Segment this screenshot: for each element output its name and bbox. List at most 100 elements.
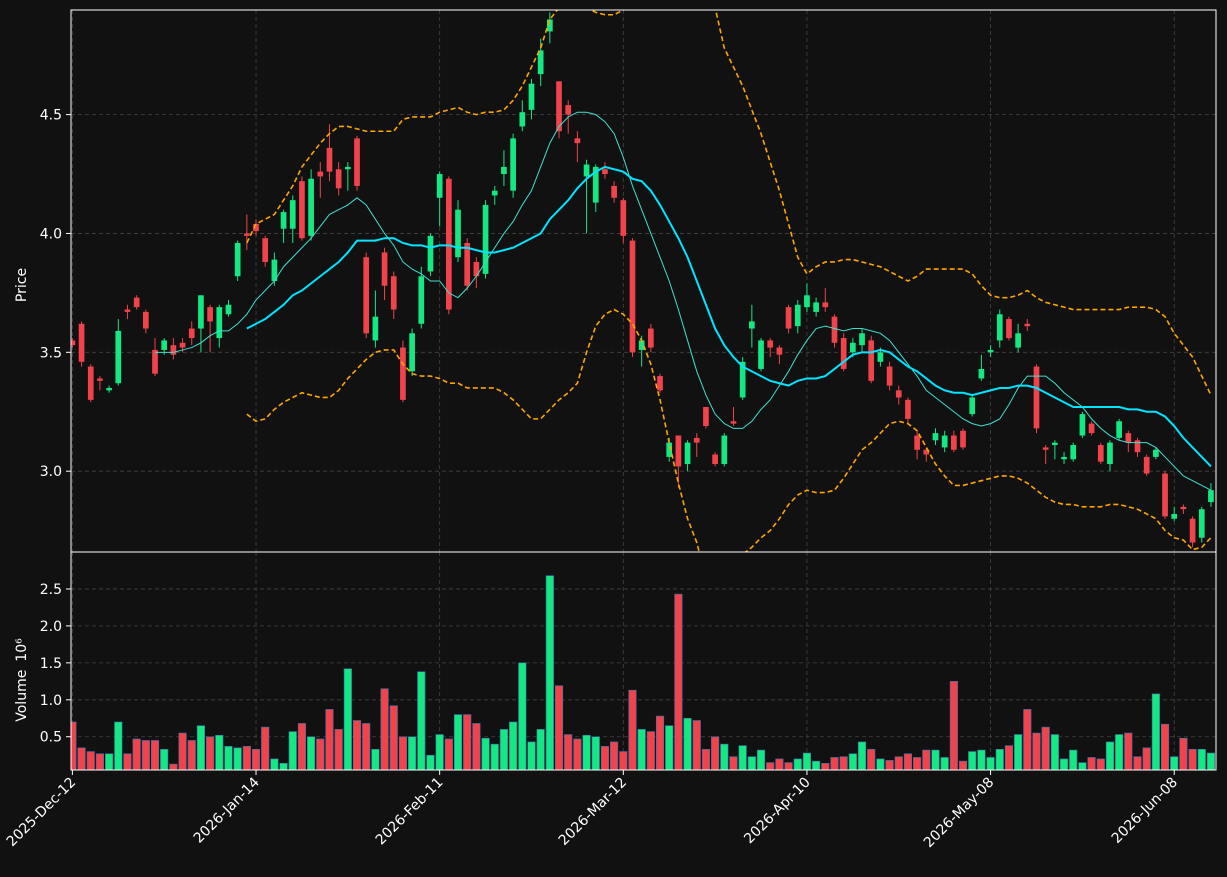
volume-bar [977, 749, 986, 770]
volume-bar [949, 681, 958, 770]
volume-bar [95, 753, 104, 770]
volume-bar [1078, 762, 1087, 770]
volume-bar [857, 741, 867, 770]
candle-body [1024, 323, 1031, 327]
volume-bar [1050, 734, 1059, 770]
candle-body [372, 316, 379, 341]
candle-body [216, 307, 223, 339]
volume-bar [610, 741, 619, 770]
volume-bar [986, 757, 995, 770]
candle-body [519, 112, 526, 127]
candle-body [739, 361, 746, 398]
candle-body [1116, 421, 1122, 438]
candle-body [78, 323, 85, 362]
candle-body [289, 200, 296, 229]
x-tick-label: 2026-Feb-11 [373, 775, 447, 849]
candle-body [877, 352, 884, 362]
candle-body [400, 347, 406, 400]
volume-bar [1105, 741, 1115, 770]
candle-body [1134, 440, 1141, 453]
volume-bar [1197, 749, 1206, 770]
volume-bar [261, 726, 270, 770]
price-plot [71, 10, 1214, 552]
y-tick-label: 1.5 [40, 656, 62, 672]
candle-body [491, 190, 498, 196]
candle-body [243, 233, 250, 236]
candle-body [749, 321, 755, 329]
volume-bar [674, 593, 683, 770]
volume-bar [380, 688, 389, 770]
candle-body [932, 433, 939, 441]
candle-body [712, 454, 718, 465]
volume-bar [903, 753, 913, 770]
x-tick-label: 2026-Jan-14 [191, 774, 263, 846]
volume-bar [766, 762, 775, 770]
candle-body [1052, 442, 1058, 446]
grid-layer [71, 10, 1216, 770]
volume-bar [490, 743, 499, 770]
volume-bar [931, 749, 940, 770]
candle-body [1033, 366, 1040, 429]
volume-bar [1023, 709, 1032, 770]
candle-body [721, 435, 728, 465]
candle-body [299, 181, 305, 239]
candle-body [317, 171, 324, 177]
candle-body [308, 178, 314, 236]
volume-bar [894, 756, 903, 770]
candle-body [409, 333, 415, 372]
y-tick-label: 2.0 [40, 619, 62, 635]
volume-bar [1032, 732, 1041, 770]
candle-body [363, 257, 370, 334]
candle-body [390, 276, 397, 310]
volume-bar [665, 725, 674, 770]
y-tick-label: 1.0 [40, 693, 62, 709]
candle-body [1088, 423, 1095, 434]
price-axis-label: Price [14, 268, 30, 302]
candle-body [969, 397, 976, 415]
volume-bar [435, 734, 444, 770]
volume-bar [867, 749, 876, 770]
volume-label-text: Volume [14, 670, 30, 722]
volume-bar [600, 746, 610, 770]
volume-bar [242, 746, 251, 770]
y-tick-label: 3.5 [40, 345, 62, 361]
candle-body [602, 169, 608, 175]
volume-bar [187, 740, 196, 770]
volume-frame [70, 551, 1217, 771]
candle-body [978, 368, 985, 379]
candle-body [840, 338, 847, 369]
volume-bar [398, 736, 407, 770]
volume-bar [545, 575, 554, 770]
volume-bar [1004, 745, 1014, 770]
candle-body [436, 174, 443, 198]
volume-bar [839, 756, 848, 770]
candle-body [161, 340, 168, 350]
volume-bar [196, 725, 205, 770]
volume-bar [343, 668, 352, 770]
volume-bar [885, 760, 894, 770]
candle-body [455, 209, 461, 258]
candle-body [905, 399, 911, 419]
candle-body [565, 105, 572, 115]
volume-bar [995, 749, 1004, 770]
candle-body [482, 204, 489, 274]
volume-bar [683, 717, 692, 770]
volume-bar [132, 738, 141, 770]
volume-bar [463, 714, 472, 770]
candle-body [611, 185, 617, 198]
volume-bar [279, 763, 288, 770]
candle-body [271, 259, 278, 281]
volume-bar [352, 720, 362, 770]
volume-scale-label: 10⁶ [14, 638, 30, 662]
volume-bar [564, 734, 573, 770]
candle-body [987, 349, 994, 353]
volume-bar [738, 745, 747, 770]
candle-body [886, 366, 893, 386]
volume-bar [848, 753, 857, 770]
volume-bar [362, 723, 371, 770]
volume-bar [389, 705, 398, 770]
candle-body [115, 330, 122, 384]
candle-body [914, 435, 920, 450]
volume-bar [297, 723, 306, 770]
candle-body [464, 242, 471, 286]
